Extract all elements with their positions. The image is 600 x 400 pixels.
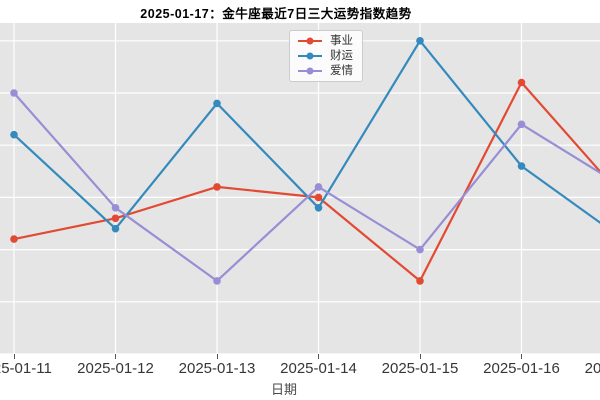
series-line-事业 [13, 81, 600, 282]
x-tickmark [419, 354, 421, 359]
x-tick-label: 2025-01-14 [280, 360, 357, 377]
data-point-爱情-2025-01-11 [10, 89, 18, 97]
x-tick-label: 2025-01-13 [178, 360, 256, 377]
legend-item-label: 事业 [330, 35, 353, 47]
legend-marker-icon [298, 37, 322, 45]
data-point-事业-2025-01-13 [213, 183, 221, 191]
x-tickmark [216, 354, 218, 359]
legend-item-爱情: 爱情 [297, 64, 353, 78]
data-point-事业-2025-01-12 [111, 214, 120, 223]
data-point-爱情-2025-01-14 [314, 183, 323, 191]
series-line-爱情 [13, 92, 600, 282]
x-tick-label: 2025-01-15 [381, 360, 459, 377]
data-point-事业-2025-01-11 [10, 235, 18, 243]
legend-item-label: 爱情 [330, 65, 353, 77]
chart-canvas [0, 23, 600, 354]
x-tick-label: 2025-01-11 [0, 360, 52, 377]
x-tick-label: 2025-01-17 [584, 360, 600, 377]
legend-marker-icon [298, 67, 322, 75]
x-tick-label: 2025-01-16 [483, 360, 560, 377]
x-tick-label: 2025-01-12 [77, 360, 154, 377]
legend-item-财运: 财运 [297, 49, 353, 63]
data-point-事业-2025-01-16 [517, 78, 526, 87]
data-point-爱情-2025-01-13 [213, 277, 221, 285]
chart-title: 2025-01-17：金牛座最近7日三大运势指数趋势 [140, 7, 412, 21]
data-point-事业-2025-01-14 [314, 193, 323, 202]
x-tickmark [318, 354, 319, 359]
x-axis-title: 日期 [270, 382, 298, 397]
data-point-财运-2025-01-11 [10, 130, 18, 139]
data-point-财运-2025-01-16 [517, 162, 526, 170]
data-point-财运-2025-01-15 [416, 37, 424, 45]
data-point-爱情-2025-01-16 [517, 120, 526, 129]
data-point-爱情-2025-01-12 [111, 204, 120, 212]
data-point-事业-2025-01-15 [416, 277, 424, 285]
data-point-财运-2025-01-13 [213, 99, 221, 108]
legend: 事业 财运 爱情 [289, 30, 363, 82]
legend-item-事业: 事业 [297, 34, 353, 48]
data-point-财运-2025-01-12 [111, 224, 120, 233]
x-tickmark [521, 354, 522, 359]
x-tickmark [115, 354, 116, 359]
data-point-财运-2025-01-14 [314, 204, 323, 212]
legend-item-label: 财运 [330, 50, 353, 62]
x-tickmark [13, 354, 15, 359]
data-point-爱情-2025-01-15 [416, 245, 424, 254]
legend-marker-icon [298, 52, 322, 60]
